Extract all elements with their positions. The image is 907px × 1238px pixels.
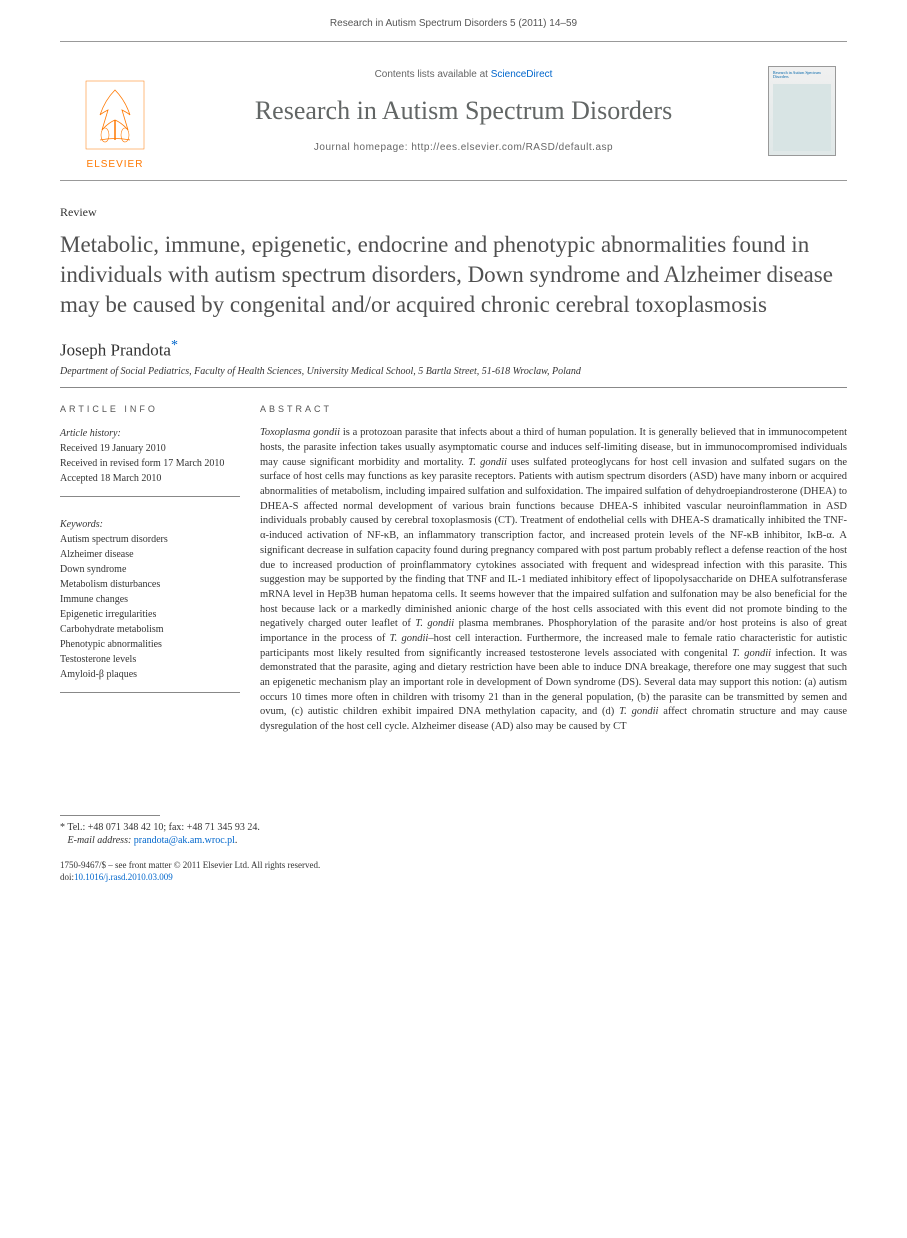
keyword-item: Immune changes	[60, 592, 240, 607]
journal-title: Research in Autism Spectrum Disorders	[255, 96, 672, 126]
keywords-block: Keywords: Autism spectrum disorders Alzh…	[60, 517, 240, 693]
elsevier-tree-icon	[80, 75, 150, 155]
running-head: Research in Autism Spectrum Disorders 5 …	[0, 0, 907, 41]
corresponding-author-footnote: * Tel.: +48 071 348 42 10; fax: +48 71 3…	[60, 822, 847, 833]
journal-cover-thumbnail: Research in Autism Spectrum Disorders	[768, 66, 836, 156]
page-footer: * Tel.: +48 071 348 42 10; fax: +48 71 3…	[60, 735, 847, 902]
sciencedirect-link[interactable]: ScienceDirect	[491, 69, 553, 80]
article-history-block: Article history: Received 19 January 201…	[60, 426, 240, 497]
homepage-url[interactable]: http://ees.elsevier.com/RASD/default.asp	[411, 142, 613, 153]
copyright-line: 1750-9467/$ – see front matter © 2011 El…	[60, 860, 847, 870]
corr-mark: *	[60, 822, 65, 833]
history-received: Received 19 January 2010	[60, 441, 240, 456]
doi-link[interactable]: 10.1016/j.rasd.2010.03.009	[74, 872, 173, 882]
cover-thumb-image	[773, 84, 831, 151]
footnote-divider	[60, 815, 160, 816]
author-line: Joseph Prandota*	[60, 338, 847, 361]
cover-thumbnail-block: Research in Autism Spectrum Disorders	[757, 42, 847, 180]
journal-masthead: ELSEVIER Contents lists available at Sci…	[60, 41, 847, 181]
article-type: Review	[60, 205, 847, 220]
article-info-column: ARTICLE INFO Article history: Received 1…	[60, 388, 260, 734]
contents-available-line: Contents lists available at ScienceDirec…	[375, 69, 553, 80]
keyword-item: Epigenetic irregularities	[60, 607, 240, 622]
publisher-name: ELSEVIER	[87, 159, 144, 170]
history-accepted: Accepted 18 March 2010	[60, 471, 240, 486]
keyword-item: Down syndrome	[60, 562, 240, 577]
keyword-item: Carbohydrate metabolism	[60, 622, 240, 637]
info-abstract-columns: ARTICLE INFO Article history: Received 1…	[60, 388, 847, 734]
masthead-center: Contents lists available at ScienceDirec…	[170, 42, 757, 180]
author-affiliation: Department of Social Pediatrics, Faculty…	[60, 366, 847, 377]
article-body: Review Metabolic, immune, epigenetic, en…	[60, 181, 847, 735]
keyword-item: Alzheimer disease	[60, 547, 240, 562]
author-name: Joseph Prandota	[60, 340, 171, 359]
article-title: Metabolic, immune, epigenetic, endocrine…	[60, 230, 847, 320]
email-line: E-mail address: prandota@ak.am.wroc.pl.	[60, 835, 847, 846]
publisher-block: ELSEVIER	[60, 42, 170, 180]
cover-thumb-title: Research in Autism Spectrum Disorders	[773, 71, 831, 80]
keyword-item: Amyloid-β plaques	[60, 667, 240, 682]
email-suffix: .	[235, 835, 238, 846]
homepage-line: Journal homepage: http://ees.elsevier.co…	[314, 142, 613, 153]
doi-prefix: doi:	[60, 872, 74, 882]
corr-contact: Tel.: +48 071 348 42 10; fax: +48 71 345…	[67, 822, 260, 833]
email-label: E-mail address:	[68, 835, 132, 846]
keyword-item: Phenotypic abnormalities	[60, 637, 240, 652]
keyword-item: Metabolism disturbances	[60, 577, 240, 592]
history-revised: Received in revised form 17 March 2010	[60, 456, 240, 471]
abstract-text: Toxoplasma gondii is a protozoan parasit…	[260, 426, 847, 734]
corresponding-author-mark: *	[171, 338, 178, 353]
doi-line: doi:10.1016/j.rasd.2010.03.009	[60, 872, 847, 882]
keywords-label: Keywords:	[60, 517, 240, 532]
abstract-column: ABSTRACT Toxoplasma gondii is a protozoa…	[260, 388, 847, 734]
abstract-label: ABSTRACT	[260, 404, 847, 414]
history-label: Article history:	[60, 426, 240, 441]
article-info-label: ARTICLE INFO	[60, 404, 240, 414]
author-email-link[interactable]: prandota@ak.am.wroc.pl	[134, 835, 235, 846]
keyword-item: Testosterone levels	[60, 652, 240, 667]
homepage-label: Journal homepage:	[314, 142, 411, 153]
keyword-item: Autism spectrum disorders	[60, 532, 240, 547]
contents-prefix: Contents lists available at	[375, 69, 491, 80]
